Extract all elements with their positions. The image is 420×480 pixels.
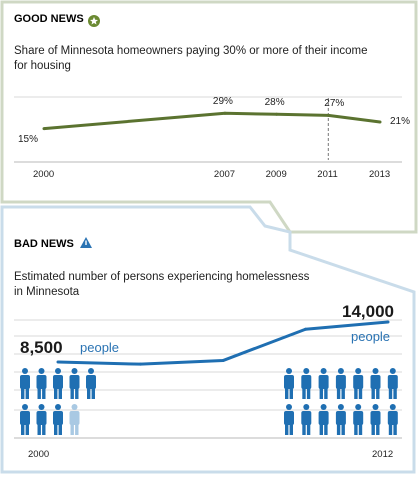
bad-chart-point-2009	[304, 327, 307, 331]
bad-news-heading: BAD NEWS	[14, 238, 74, 250]
good-chart-x-tick-2000: 2000	[33, 169, 55, 180]
good-chart-x-tick-2009: 2009	[265, 169, 287, 180]
person-icon-start-8	[53, 404, 63, 435]
good-chart-x-tick-2013: 2013	[369, 169, 391, 180]
person-icon-end-8	[284, 404, 294, 435]
good-chart-data-label-2011: 27%	[324, 98, 345, 110]
bad-chart-x-tick-2000: 2000	[28, 449, 50, 460]
person-icon-start-6	[20, 404, 30, 435]
callout-start-unit: people	[80, 340, 120, 355]
person-icon-start-1	[20, 368, 30, 399]
good-chart-point-2013	[378, 120, 382, 124]
bad-chart-point-2003	[139, 362, 142, 366]
person-icon-end-14	[387, 404, 398, 435]
good-news-heading: GOOD NEWS	[14, 13, 84, 25]
person-icon-end-5	[353, 368, 364, 399]
good-chart-point-2000	[42, 127, 46, 131]
person-icon-end-3	[318, 368, 329, 399]
star-badge-icon-star	[90, 17, 98, 25]
bad-chart-point-2012	[386, 320, 390, 324]
person-icon-start-3	[53, 368, 63, 399]
good-news-chart-title: Share of Minnesota homeowners paying 30%…	[14, 45, 368, 72]
person-icon-start-9	[69, 404, 80, 435]
person-icon-end-2	[301, 368, 312, 399]
person-icon-end-6	[370, 368, 381, 399]
person-icon-end-1	[284, 368, 294, 399]
callout-end-value: 14,000	[342, 302, 394, 321]
person-icon-start-7	[36, 404, 47, 435]
good-chart-point-2011	[326, 113, 330, 117]
callout-end-unit: people	[351, 329, 391, 344]
good-chart-data-label-2007: 29%	[212, 96, 233, 108]
person-icon-end-11	[335, 404, 346, 435]
person-icon-end-4	[335, 368, 346, 399]
person-icon-start-2	[36, 368, 47, 399]
bad-chart-point-2000	[56, 360, 60, 364]
callout-start-value: 8,500	[20, 338, 63, 357]
person-icon-start-5	[86, 368, 96, 399]
bad-chart-point-2006	[221, 359, 225, 363]
bad-chart-x-tick-2012: 2012	[372, 449, 394, 460]
person-icon-start-4	[69, 368, 80, 399]
good-chart-data-label-2000: 15%	[18, 133, 39, 145]
good-chart-point-2007	[223, 111, 227, 115]
person-icon-end-10	[318, 404, 329, 435]
bad-news-panel	[0, 205, 416, 474]
bad-news-chart-title: Estimated number of persons experiencing…	[14, 271, 310, 298]
good-chart-data-label-2009: 28%	[264, 97, 285, 109]
person-icon-end-13	[370, 404, 381, 435]
person-icon-end-7	[387, 368, 398, 399]
good-chart-data-label-2013: 21%	[390, 116, 411, 127]
good-chart-point-2009	[275, 112, 279, 116]
good-news-panel	[0, 0, 418, 234]
good-chart-x-tick-2007: 2007	[213, 169, 236, 180]
person-icon-end-9	[301, 404, 312, 435]
person-icon-end-12	[353, 404, 364, 435]
good-chart-x-tick-2011: 2011	[317, 169, 338, 180]
